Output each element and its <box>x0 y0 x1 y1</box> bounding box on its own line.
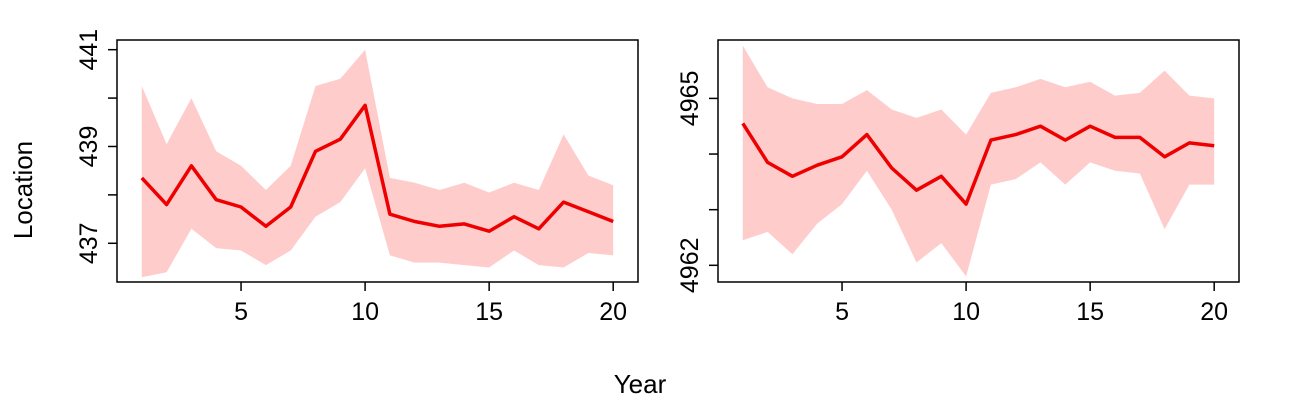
x-tick-label: 15 <box>475 298 503 326</box>
x-tick-label: 5 <box>234 298 248 326</box>
x-tick-label: 10 <box>351 298 379 326</box>
series-line <box>140 103 614 233</box>
y-tick-label: 439 <box>75 126 103 168</box>
x-tick-label: 10 <box>952 298 980 326</box>
y-tick-label: 4962 <box>676 237 704 293</box>
x-tick-label: 20 <box>599 298 627 326</box>
y-tick-label: 437 <box>75 222 103 264</box>
y-tick-label: 441 <box>75 29 103 71</box>
x-tick-label: 20 <box>1200 298 1228 326</box>
x-tick-label: 15 <box>1076 298 1104 326</box>
y-tick-label: 4965 <box>676 71 704 127</box>
x-axis-label: Year <box>614 369 667 399</box>
confidence-band <box>742 45 1215 277</box>
plot-frame <box>717 39 1240 283</box>
plot-frame <box>116 39 639 283</box>
y-axis-label: Location <box>8 141 38 239</box>
chart-panel-right: 5 10 15 20 4962 4965 <box>676 39 1240 326</box>
x-tick-label: 5 <box>835 298 849 326</box>
chart-panel-left: 5 10 15 20 437 439 441 <box>75 29 639 326</box>
series-line <box>741 122 1215 206</box>
